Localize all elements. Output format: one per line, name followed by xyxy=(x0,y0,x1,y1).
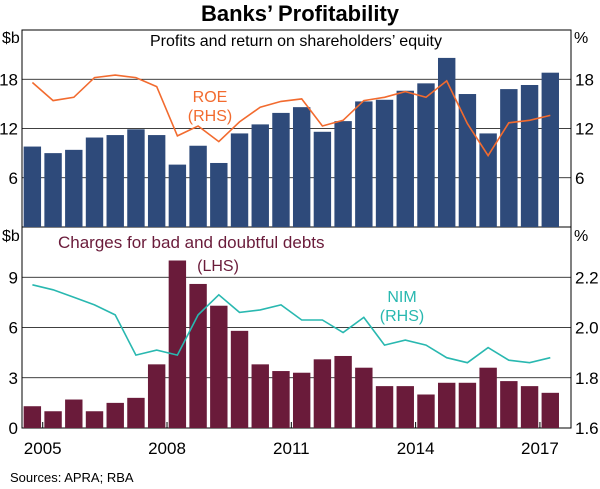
bottom-left-tick-label: 9 xyxy=(9,268,18,287)
profit-bar xyxy=(189,145,207,227)
roe-line xyxy=(31,74,551,158)
bad-debt-bar xyxy=(44,411,62,428)
roe-label: ROE xyxy=(193,89,228,106)
bad-debt-bar xyxy=(500,381,518,428)
top-right-tick-label: 6 xyxy=(575,169,584,188)
x-axis-ticks: 2005 2008 2011 2014 2017 xyxy=(24,422,559,458)
bottom-right-tick-label: 2.2 xyxy=(575,268,599,287)
bad-debt-charges-bars xyxy=(23,260,559,428)
bad-debt-bar xyxy=(520,386,539,428)
bottom-right-axis-unit: % xyxy=(574,228,588,245)
bad-debt-bar xyxy=(479,367,497,428)
top-left-axis-unit: $b xyxy=(2,30,20,47)
bottom-left-tick-label: 0 xyxy=(9,419,18,438)
bottom-left-axis-unit: $b xyxy=(2,228,20,245)
profit-bar xyxy=(355,101,373,227)
source-note: Sources: APRA; RBA xyxy=(10,470,134,485)
bad-debt-bar xyxy=(417,394,435,428)
nim-label: NIM xyxy=(387,289,416,306)
profits-bars xyxy=(23,57,559,228)
nim-label-axis: (RHS) xyxy=(380,308,424,325)
profit-bar xyxy=(334,121,352,227)
profit-bar xyxy=(147,135,166,227)
profit-bar xyxy=(106,135,124,227)
bad-debt-bar xyxy=(210,305,228,428)
bad-debt-bar xyxy=(189,283,207,428)
top-panel-title: Profits and return on shareholders’ equi… xyxy=(150,33,442,50)
x-tick-label: 2014 xyxy=(397,439,435,458)
nim-line xyxy=(32,284,551,364)
bad-debt-axis-label: (LHS) xyxy=(197,258,239,275)
profit-bar xyxy=(479,133,497,227)
bottom-panel-title: Charges for bad and doubtful debts xyxy=(58,233,325,252)
x-tick-label: 2011 xyxy=(273,439,310,458)
top-left-tick-label: 18 xyxy=(0,70,18,89)
bad-debt-bar xyxy=(334,355,352,428)
profit-bar xyxy=(541,72,559,227)
bad-debt-bar xyxy=(23,406,42,428)
bottom-left-axis-ticks: 0 3 6 9 xyxy=(9,268,18,438)
top-right-axis-unit: % xyxy=(574,30,588,47)
bottom-left-tick-label: 3 xyxy=(9,369,18,388)
profit-bar xyxy=(458,94,477,228)
bad-debt-bar xyxy=(106,402,124,428)
bad-debt-bar xyxy=(292,372,311,428)
bottom-panel-gridlines xyxy=(22,276,571,379)
profit-bar xyxy=(251,124,269,227)
profit-bar xyxy=(417,83,435,228)
chart-title: Banks’ Profitability xyxy=(201,1,400,26)
profit-bar xyxy=(520,84,539,227)
profit-bar xyxy=(313,131,332,227)
bad-debt-bar xyxy=(251,364,269,428)
bad-debt-bar xyxy=(127,397,145,428)
profit-bar xyxy=(127,129,145,227)
profit-bar xyxy=(23,146,42,227)
profit-bar xyxy=(65,149,83,227)
bad-debt-bar xyxy=(355,367,373,428)
bad-debt-bar xyxy=(168,260,187,428)
bad-debt-bar xyxy=(437,382,456,428)
profit-bar xyxy=(168,164,187,227)
x-tick-label: 2005 xyxy=(24,439,62,458)
bad-debt-bar xyxy=(375,386,394,428)
profit-bar xyxy=(230,133,249,227)
bad-debt-bar xyxy=(65,399,83,428)
profit-bar xyxy=(375,99,394,227)
top-right-tick-label: 18 xyxy=(575,70,594,89)
bad-debt-bar xyxy=(85,411,104,428)
bad-debt-bar xyxy=(458,382,477,428)
bad-debt-bar xyxy=(147,364,166,428)
profit-bar xyxy=(44,153,62,227)
top-right-axis-ticks: 6 12 18 xyxy=(575,70,594,188)
top-left-axis-ticks: 6 12 18 xyxy=(0,70,18,188)
bad-debt-bar xyxy=(230,330,249,428)
profit-bar xyxy=(272,112,290,227)
top-left-tick-label: 6 xyxy=(9,169,18,188)
profit-bar xyxy=(210,162,228,227)
bottom-left-tick-label: 6 xyxy=(9,319,18,338)
bad-debt-bar xyxy=(313,359,332,428)
profit-bar xyxy=(292,107,311,227)
profit-bar xyxy=(437,57,456,228)
bottom-right-tick-label: 1.6 xyxy=(575,419,599,438)
bottom-right-axis-ticks: 1.6 1.8 2.0 2.2 xyxy=(575,268,599,438)
top-right-tick-label: 12 xyxy=(575,120,594,139)
x-tick-label: 2008 xyxy=(148,439,186,458)
roe-label-axis: (RHS) xyxy=(188,108,232,125)
profit-bar xyxy=(396,90,414,227)
bottom-right-tick-label: 2.0 xyxy=(575,319,599,338)
bad-debt-bar xyxy=(272,371,290,428)
bad-debt-bar xyxy=(396,386,414,428)
top-left-tick-label: 12 xyxy=(0,120,18,139)
bad-debt-bar xyxy=(541,392,559,428)
profit-bar xyxy=(500,89,518,227)
bottom-right-tick-label: 1.8 xyxy=(575,369,599,388)
profit-bar xyxy=(85,137,104,227)
x-tick-label: 2017 xyxy=(521,439,559,458)
